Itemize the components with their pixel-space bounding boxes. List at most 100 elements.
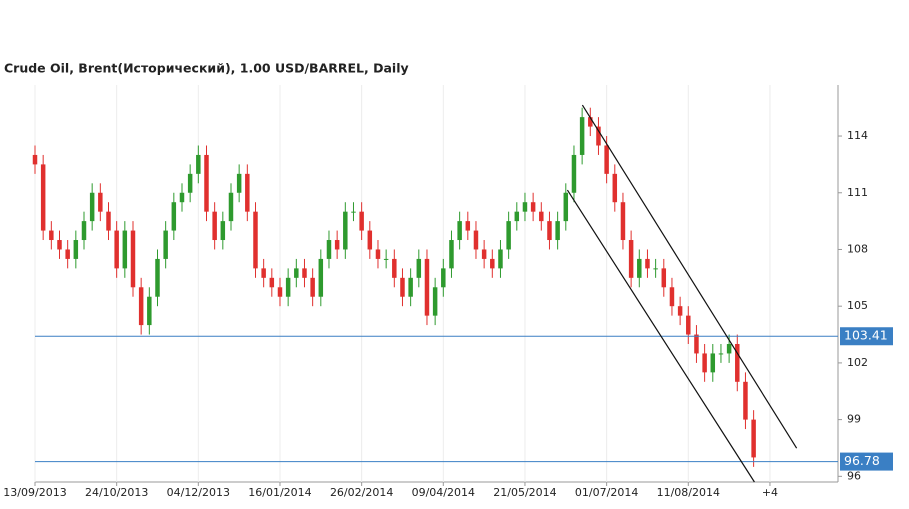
candle-body [441,268,446,288]
candle-body [326,240,332,259]
candle-body [187,173,193,193]
candle-body [204,154,209,212]
candle-body [514,211,520,222]
candle-body [228,192,234,222]
candle-body [563,192,569,222]
channel-line [566,189,755,483]
y-tick-label: 114 [847,129,868,142]
candle-body [375,249,381,259]
candle-body [539,211,544,222]
x-tick-label: 09/04/2014 [412,486,475,499]
x-tick-label: 16/01/2014 [248,486,311,499]
candle-body [57,240,62,250]
candle-body [547,221,552,241]
candle-body [588,117,593,127]
candle-body [555,221,560,241]
candle-body [294,268,299,278]
candle-body [612,173,618,203]
candle-body [310,277,315,297]
y-tick-label: 111 [847,186,868,199]
candle-body [89,192,95,222]
candle-body [40,164,46,231]
candle-body [735,343,740,382]
level-label-box [840,452,893,471]
candle-body [32,154,38,165]
candle-body [212,211,217,241]
level-label: 96.78 [844,453,880,468]
level-label-box [840,327,893,346]
candle-body [130,230,136,288]
x-tick-label: 13/09/2013 [3,486,66,499]
y-tick-label: 99 [847,413,861,426]
candle-body [604,145,609,174]
candle-body [530,202,536,212]
candle-body [498,249,503,269]
candle-body [743,381,748,420]
candle-body [751,419,756,458]
candle-body [424,258,430,316]
candle-body [147,296,152,326]
candle-body [155,258,160,297]
y-tick-label: 96 [847,469,861,482]
candle-body [81,221,87,241]
candle-body [285,277,291,297]
chart-title: Crude Oil, Brent(Исторический), 1.00 USD… [4,61,409,76]
candle-body [98,192,103,212]
candle-body [302,268,307,278]
candle-body [669,287,675,307]
x-tick-label: +4 [762,486,778,499]
candle-body [522,202,528,212]
channel-line [581,104,798,449]
candle-body [392,258,397,278]
candle-body [261,268,266,278]
candle-body [171,202,177,231]
candle-body [481,249,487,259]
candle-body [236,173,242,193]
candle-body [694,334,699,354]
candle-body [653,268,658,270]
candle-body [196,154,201,174]
candle-body [351,211,356,213]
candle-body [677,306,683,316]
x-tick-label: 26/02/2014 [330,486,393,499]
x-tick-label: 11/08/2014 [657,486,720,499]
x-tick-label: 01/07/2014 [575,486,638,499]
candle-body [163,230,168,259]
candle-body [318,258,324,297]
candle-body [432,287,438,316]
candle-body [49,230,54,241]
candle-body [718,353,724,355]
candle-body [179,192,185,203]
candle-body [571,154,577,193]
candle-body [661,268,667,288]
candle-body [220,221,226,241]
candle-body [702,353,707,373]
candle-body [645,258,650,269]
candle-body [106,211,111,231]
x-tick-label: 21/05/2014 [493,486,556,499]
candle-body [359,211,364,231]
candle-body [408,277,413,297]
candle-body [596,126,601,146]
candle-body [465,221,471,231]
y-tick-label: 108 [847,242,868,255]
candle-body [416,258,422,278]
candle-body [449,240,454,269]
y-tick-label: 105 [847,299,868,312]
candle-body [114,230,119,269]
candle-body [506,221,511,250]
y-tick-label: 102 [847,356,868,369]
x-tick-label: 24/10/2013 [85,486,148,499]
candle-body [277,287,283,297]
candle-body [343,211,348,250]
candle-body [726,343,732,354]
candle-body [245,173,250,212]
candle-body [490,258,495,269]
candle-body [73,240,79,259]
candle-body [637,258,642,278]
candle-body [628,240,634,278]
candle-body [65,249,70,259]
candle-body [367,230,373,250]
candle-body [620,202,626,241]
